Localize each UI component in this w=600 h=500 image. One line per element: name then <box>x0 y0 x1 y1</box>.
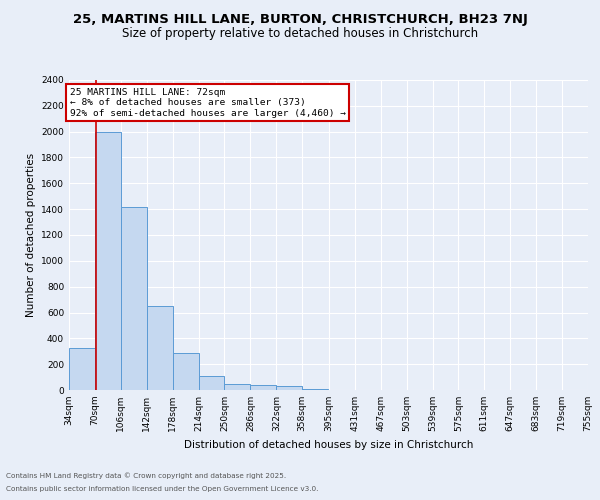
Bar <box>199 376 224 390</box>
Text: 25 MARTINS HILL LANE: 72sqm
← 8% of detached houses are smaller (373)
92% of sem: 25 MARTINS HILL LANE: 72sqm ← 8% of deta… <box>70 88 346 118</box>
Text: Size of property relative to detached houses in Christchurch: Size of property relative to detached ho… <box>122 28 478 40</box>
Bar <box>69 348 95 390</box>
Bar <box>250 385 277 390</box>
Bar <box>147 306 173 390</box>
Text: 25, MARTINS HILL LANE, BURTON, CHRISTCHURCH, BH23 7NJ: 25, MARTINS HILL LANE, BURTON, CHRISTCHU… <box>73 12 527 26</box>
Text: Contains public sector information licensed under the Open Government Licence v3: Contains public sector information licen… <box>6 486 319 492</box>
Bar <box>224 384 250 390</box>
Bar <box>95 132 121 390</box>
Y-axis label: Number of detached properties: Number of detached properties <box>26 153 35 317</box>
Bar <box>121 206 147 390</box>
Text: Contains HM Land Registry data © Crown copyright and database right 2025.: Contains HM Land Registry data © Crown c… <box>6 472 286 479</box>
Bar <box>302 388 328 390</box>
Bar <box>277 386 302 390</box>
X-axis label: Distribution of detached houses by size in Christchurch: Distribution of detached houses by size … <box>184 440 473 450</box>
Bar <box>173 352 199 390</box>
